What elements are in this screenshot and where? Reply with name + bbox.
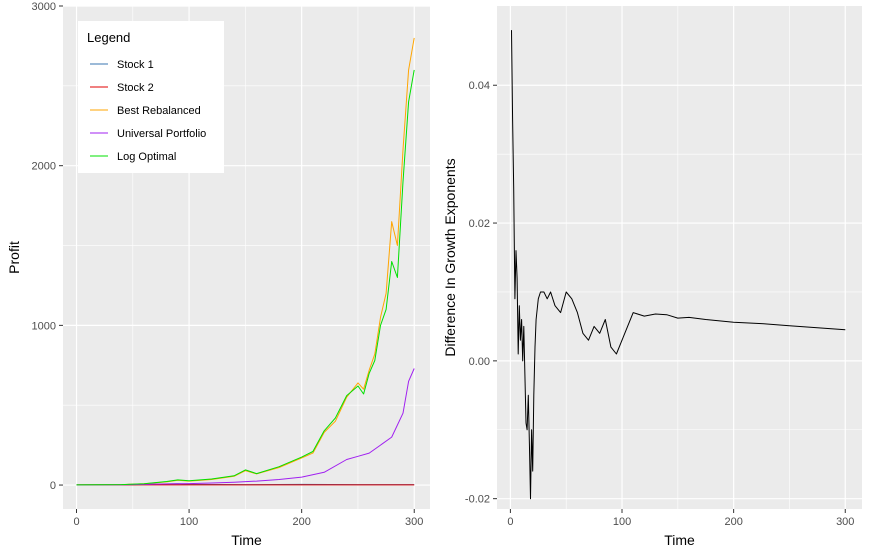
growth-x-tick-label: 100 — [613, 516, 631, 528]
growth-series-lines — [511, 30, 846, 500]
growth-x-axis-label: Time — [664, 532, 695, 548]
profit-y-tick-label: 1000 — [32, 320, 56, 332]
profit-x-tick-label: 100 — [180, 516, 198, 528]
profit-x-tick-label: 0 — [73, 516, 79, 528]
growth-difference-chart: 0 100 200 300 -0.02 0.00 0.02 0.04 Time Differe… — [442, 6, 862, 548]
legend-label-best-rebalanced: Best Rebalanced — [117, 105, 201, 117]
profit-x-tick-label: 300 — [405, 516, 423, 528]
legend-label-stock-2: Stock 2 — [117, 82, 154, 94]
growth-y-tick-label: -0.02 — [465, 494, 490, 506]
growth-series-difference — [511, 30, 846, 500]
growth-y-tick-label: 0.02 — [469, 218, 490, 230]
profit-series-universal-portfolio — [76, 368, 415, 486]
growth-gridlines — [497, 6, 862, 509]
growth-x-tick-label: 300 — [836, 516, 854, 528]
profit-x-axis-label: Time — [231, 532, 262, 548]
growth-x-tick-label: 200 — [724, 516, 742, 528]
legend-label-log-optimal: Log Optimal — [117, 151, 176, 163]
growth-y-tick-label: 0.04 — [469, 80, 490, 92]
growth-axis-ticks: 0 100 200 300 -0.02 0.00 0.02 0.04 — [465, 80, 855, 528]
profit-y-tick-label: 2000 — [32, 161, 56, 173]
profit-x-tick-label: 200 — [292, 516, 310, 528]
growth-plot-panel — [497, 6, 862, 509]
profit-series-lines — [76, 37, 415, 486]
legend-label-universal-portfolio: Universal Portfolio — [117, 128, 206, 140]
legend-box — [78, 21, 224, 173]
growth-y-axis-label: Difference In Growth Exponents — [442, 158, 458, 356]
growth-x-tick-label: 0 — [507, 516, 513, 528]
profit-y-tick-label: 3000 — [32, 1, 56, 13]
legend-label-stock-1: Stock 1 — [117, 59, 154, 71]
profit-legend: Legend Stock 1 Stock 2 Best Rebalanced Univ… — [78, 21, 224, 173]
legend-entries: Stock 1 Stock 2 Best Rebalanced Universal P… — [90, 59, 206, 163]
profit-series-log-optimal — [76, 69, 415, 486]
legend-title: Legend — [87, 30, 130, 45]
profit-y-tick-label: 0 — [50, 480, 56, 492]
growth-y-tick-label: 0.00 — [469, 356, 490, 368]
profit-y-axis-label: Profit — [6, 241, 22, 274]
